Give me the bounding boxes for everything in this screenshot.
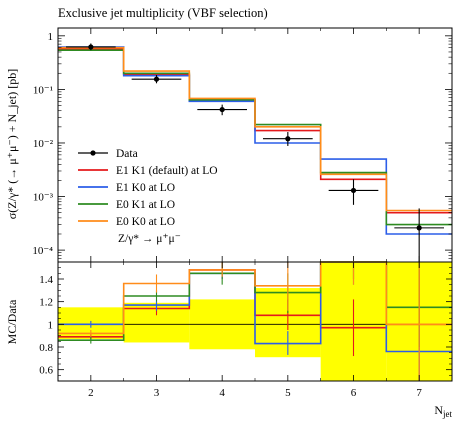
y-tick-label: 10⁻⁴ <box>32 245 53 257</box>
svg-text:MC/Data: MC/Data <box>5 299 19 344</box>
legend-label: Data <box>116 148 138 160</box>
data-point <box>285 136 291 142</box>
x-tick-label: 3 <box>154 387 160 399</box>
ratio-tick-label: 1.4 <box>39 274 53 286</box>
x-tick-label: 5 <box>285 387 291 399</box>
x-tick-label: 2 <box>88 387 94 399</box>
x-axis-label: Njet <box>434 403 452 419</box>
legend-label: E0 K1 at LO <box>116 199 175 211</box>
legend-marker <box>90 150 96 156</box>
ratio-tick-label: 1 <box>48 319 54 331</box>
data-point <box>219 106 225 113</box>
data-point <box>153 76 160 82</box>
hist-e0k0 <box>58 46 452 212</box>
data-points <box>66 43 444 262</box>
y-axis-label-ratio: MC/Data <box>5 299 19 344</box>
y-tick-label: 10⁻³ <box>33 192 54 204</box>
y-axis-label-main: σ(Z/γ* (→ μ⁺μ⁻) + N_jet) [pb] <box>5 69 19 219</box>
legend-entry-e1k1: E1 K1 (default) at LO <box>78 165 218 177</box>
x-tick-label: 7 <box>416 387 422 399</box>
svg-text:σ(Z/γ* (→ μ⁺μ⁻) + N_jet) [pb]: σ(Z/γ* (→ μ⁺μ⁻) + N_jet) [pb] <box>5 69 19 219</box>
ratio-tick-label: 0.6 <box>39 365 53 377</box>
main-panel: 1 10⁻¹ 10⁻² 10⁻³ 10⁻⁴ <box>32 27 453 263</box>
legend-label: E1 K1 (default) at LO <box>116 165 218 177</box>
legend-label: E1 K0 at LO <box>116 182 175 194</box>
y-tick-label: 10⁻² <box>33 138 54 150</box>
data-point <box>88 44 94 50</box>
legend-entry-e1k0: E1 K0 at LO <box>78 182 175 194</box>
legend-process-label: Z/γ* → μ⁺μ⁻ <box>118 233 181 245</box>
legend-entry-e0k0: E0 K0 at LO <box>78 216 175 228</box>
x-tick-label: 4 <box>219 387 225 399</box>
ratio-tick-label: 1.2 <box>39 297 53 309</box>
legend: Data E1 K1 (default) at LO E1 K0 at LO E0 K… <box>78 148 218 245</box>
ratio-tick-label: 0.8 <box>39 342 53 354</box>
legend-entry-data: Data <box>78 148 138 160</box>
data-point <box>350 187 357 194</box>
legend-entry-e0k1: E0 K1 at LO <box>78 199 175 211</box>
ratio-panel: 1.4 1.2 1 0.8 0.6 2 3 4 5 6 7 <box>39 259 453 399</box>
data-point <box>416 225 422 231</box>
y-tick-label: 10⁻¹ <box>33 84 53 96</box>
legend-label: E0 K0 at LO <box>116 216 175 228</box>
ratio-line-e0k0 <box>58 261 452 335</box>
chart-title: Exclusive jet multiplicity (VBF selectio… <box>58 6 268 20</box>
x-tick-label: 6 <box>351 387 357 399</box>
y-tick-label: 1 <box>48 31 54 43</box>
